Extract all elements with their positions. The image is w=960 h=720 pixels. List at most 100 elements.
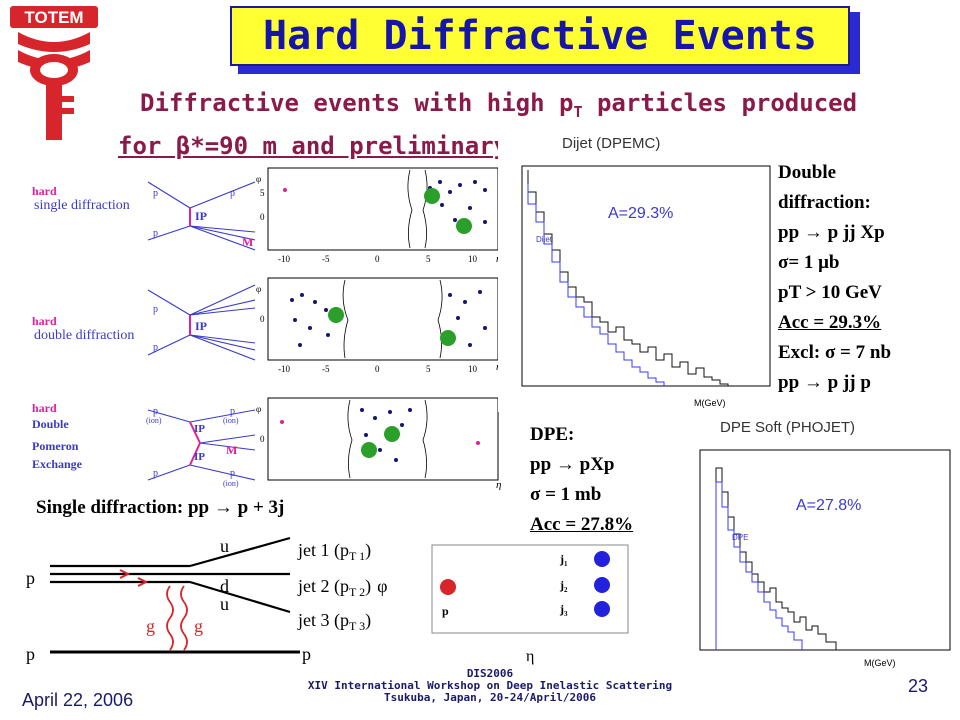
row3-pomeron1: IP [194,423,205,435]
legend-j2: j2 [559,578,568,594]
row3-ion1: (ion) [146,416,162,425]
row1-label-type: single diffraction [34,198,130,213]
row2-label-hard: hard [32,314,57,328]
page-number: 23 [908,676,929,696]
dijet-legend: Dijet [536,235,553,244]
legend-p: p [442,604,449,618]
row2-p2: p [153,342,158,353]
dpe-mass-plot: DPE Soft (PHOJET) A=27.8% DPE M(GeV) [676,412,956,670]
dpe-annotation: A=27.8% [796,497,861,514]
dpe-hist-blue [715,481,803,650]
row3-pomeron2: IP [194,451,205,463]
dpe-line2: pp → pXp [530,454,615,475]
row3-ytick-0: 0 [260,434,265,444]
row1-phi-label: φ [256,174,261,184]
row3-label-pomeron: Pomeron [32,439,79,453]
dpe-hist-black [715,467,837,650]
footer-conference: DIS2006 XIV International Workshop on De… [290,668,690,704]
row3-label-hard: hard [32,401,57,415]
row1-pomeron: IP [195,209,207,223]
row-double-diffraction: hard double diffraction IP p p [32,284,256,361]
row-double-pomeron-exchange: hard Double Pomeron Exchange IP IP p (io… [32,401,256,488]
dd-line5: pT > 10 GeV [778,282,882,303]
dpe-legend: DPE [732,533,748,542]
row2-eta-phi-plot: φ 0 -10 -5 0 5 10 η [256,277,501,374]
dijet-hist-blue [527,184,665,386]
row1-p1: p [153,188,158,199]
dpe-xlabel: M(GeV) [864,658,896,668]
row1-xtick-0: 0 [375,254,380,264]
row3-mass: M [226,443,237,457]
dijet-hist-black [527,170,729,386]
row2-p1: p [153,304,158,315]
row3-eta-label: η [496,479,501,490]
dpe-line1: DPE: [530,424,575,445]
row3-label-double: Double [32,417,69,431]
quark-d: d [220,576,229,596]
dd-line4: σ= 1 μb [778,252,840,273]
dpe-text: DPE: pp → pXp σ = 1 mb Acc = 27.8% [530,420,680,540]
subtitle-sub: T [573,102,583,121]
row2-label-type: double diffraction [34,328,134,343]
dijet-annotation: A=29.3% [608,205,673,222]
outgoing-proton-label: p [302,644,311,664]
quark-u1: u [220,536,229,556]
footer-conf-name: DIS2006 [466,667,514,680]
dpe-line4: Acc = 27.8% [530,514,634,535]
subtitle-line1-end: particles produced [582,89,858,117]
row2-xtick-m5: -5 [322,364,330,374]
row2-ytick-0: 0 [260,314,265,324]
row2-phi-label: φ [256,284,261,294]
single-diffraction-diagram: p p p u d u g g jet 1 (pT 1) jet 2 (pT 2… [26,536,388,664]
row3-eta-phi-plot: φ 0 η [256,397,501,490]
dd-line7: Excl: σ = 7 nb [778,342,892,363]
gluon-g1: g [146,616,155,636]
row2-xtick-10: 10 [468,364,478,374]
row3-ion2: (ion) [223,416,239,425]
row3-p1: p [153,406,158,417]
jet-legend-box: p j1 j2 j3 η [431,544,629,665]
row3-p2: p [230,406,235,417]
legend-eta: η [526,648,534,665]
footer-conf-title: XIV International Workshop on Deep Inela… [307,679,673,692]
dd-line2: diffraction: [778,192,871,213]
quark-u2: u [220,594,229,614]
row1-label-hard: hard [32,184,57,198]
row1-ytick-5: 5 [260,188,265,198]
row2-xtick-5: 5 [426,364,431,374]
row1-xtick-5: 5 [426,254,431,264]
row1-p2: p [230,188,235,199]
row2-xtick-0: 0 [375,364,380,374]
jet2-label: jet 2 (pT 2) φ [297,576,388,599]
slide-title: Hard Diffractive Events [230,6,850,66]
dijet-mass-plot: Dijet (DPEMC) A=29.3% Dijet M(GeV) [498,122,776,412]
double-diffraction-text: Double diffraction: pp → p jj Xp σ= 1 μb… [778,158,958,398]
legend-j1: j1 [559,552,568,568]
subtitle-line2: for β*=90 m and preliminary [118,131,509,160]
footer-date: April 22, 2006 [22,690,134,710]
dijet-title: Dijet (DPEMC) [562,135,660,152]
row1-ytick-0: 0 [260,212,265,222]
subtitle-line1: Diffractive events with high p [140,89,574,117]
incoming-proton-label: p [26,568,35,588]
dd-line6: Acc = 29.3% [778,312,882,333]
dpe-line3: σ = 1 mb [530,484,602,505]
jet3-label: jet 3 (pT 3) [297,610,371,633]
row2-xtick-m10: -10 [278,364,290,374]
slide-subtitle: Diffractive events with high pT particle… [118,86,918,163]
diffraction-diagrams: hard single diffraction IP p p p M φ 5 0… [32,167,501,490]
row3-p3: p [153,468,158,479]
logo-text: TOTEM [24,8,83,27]
row3-ion3: (ion) [223,479,239,488]
dijet-xlabel: M(GeV) [694,398,726,408]
row3-label-exchange: Exchange [32,457,83,471]
row1-mass: M [242,235,253,249]
single-diffraction-heading: Single diffraction: pp → p + 3j [36,497,285,518]
gluon-g2: g [194,616,203,636]
totem-logo: TOTEM [10,6,98,140]
legend-j3: j3 [559,602,568,618]
row3-p4: p [230,468,235,479]
dd-line1: Double [778,162,837,183]
dd-line8: pp → p jj p [778,372,871,393]
row2-pomeron: IP [195,319,207,333]
